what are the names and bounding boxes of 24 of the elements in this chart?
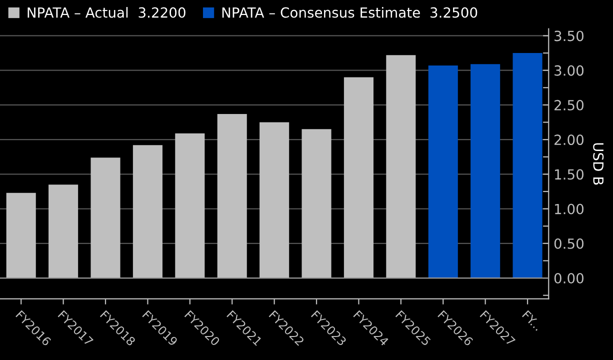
bar bbox=[132, 145, 162, 278]
legend-label: NPATA – Actual 3.2200 bbox=[28, 7, 186, 18]
y-axis-title: USD B bbox=[593, 143, 604, 185]
bar bbox=[90, 158, 120, 278]
bar bbox=[470, 64, 500, 278]
bar bbox=[512, 53, 542, 278]
legend-label: NPATA – Consensus Estimate 3.2500 bbox=[222, 7, 478, 18]
y-tick-label: 1.50 bbox=[555, 169, 584, 180]
bar bbox=[6, 192, 36, 278]
y-tick-label: 0.50 bbox=[554, 238, 584, 249]
y-tick-label: 2.50 bbox=[554, 100, 584, 110]
y-tick-label: 0.00 bbox=[554, 273, 584, 284]
bar bbox=[302, 129, 332, 278]
bar bbox=[48, 184, 78, 278]
y-tick-label: 1.00 bbox=[555, 204, 584, 214]
bar bbox=[386, 55, 416, 278]
bar bbox=[428, 65, 458, 278]
bar bbox=[344, 77, 374, 278]
bar bbox=[175, 133, 205, 278]
bar bbox=[260, 122, 290, 278]
bar bbox=[217, 114, 247, 278]
y-tick-label: 2.00 bbox=[554, 134, 584, 146]
y-tick-label: 3.50 bbox=[554, 30, 584, 42]
y-tick-label: 3.00 bbox=[554, 65, 584, 76]
